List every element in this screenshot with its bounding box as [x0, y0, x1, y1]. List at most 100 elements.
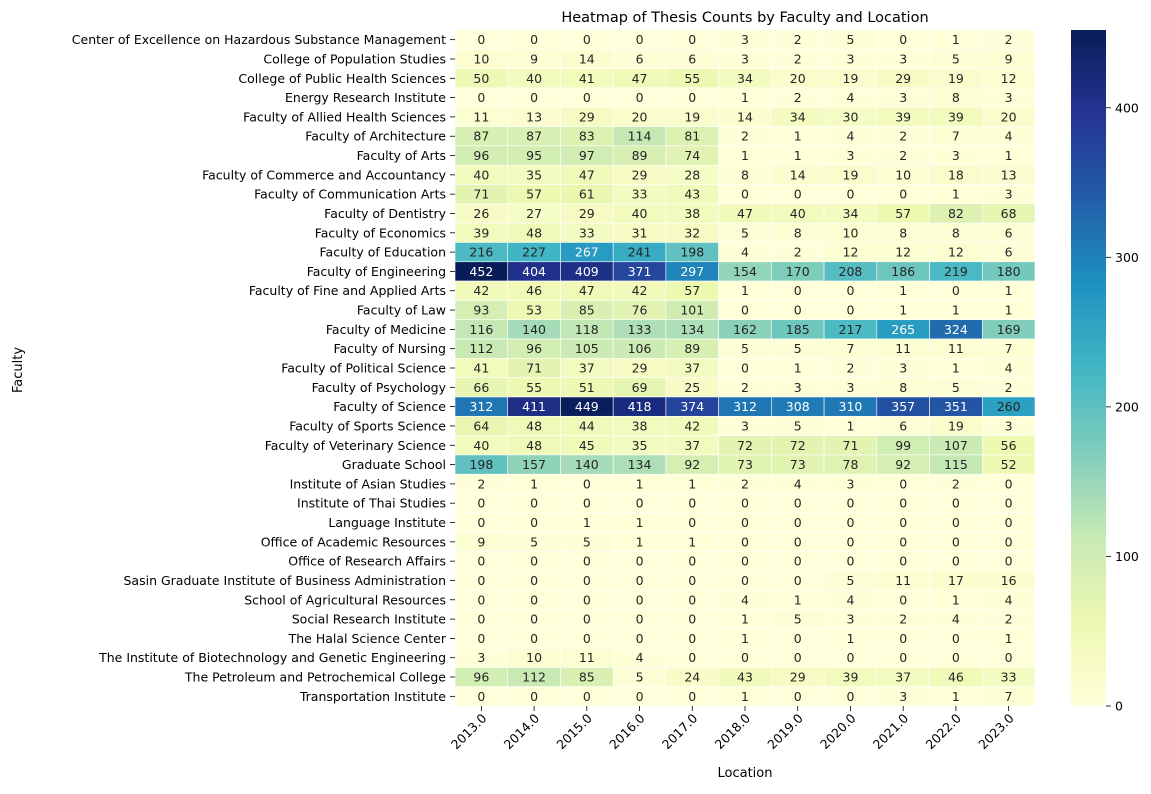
cell-value-label: 0	[477, 573, 485, 588]
cell-value-label: 0	[636, 90, 644, 105]
cell-value-label: 40	[473, 438, 489, 453]
cell-value-label: 134	[680, 322, 704, 337]
cell-value-label: 34	[843, 206, 859, 221]
cell-value-label: 0	[477, 90, 485, 105]
cell-value-label: 1	[952, 187, 960, 202]
x-tick-label: 2017.0	[659, 710, 701, 752]
cell-value-label: 9	[477, 534, 485, 549]
colorbar-tick-label: 300	[1115, 250, 1139, 265]
cell-value-label: 47	[579, 283, 595, 298]
cell-value-label: 43	[684, 187, 700, 202]
cell-value-label: 14	[579, 51, 595, 66]
cell-value-label: 40	[632, 206, 648, 221]
cell-value-label: 0	[794, 515, 802, 530]
cell-value-label: 16	[1001, 573, 1017, 588]
cell-value-label: 2	[741, 129, 749, 144]
cell-value-label: 0	[952, 650, 960, 665]
cell-value-label: 47	[737, 206, 753, 221]
y-axis-label: Faculty	[11, 347, 26, 393]
cell-value-label: 39	[895, 109, 911, 124]
y-tick-label: College of Population Studies	[263, 51, 446, 66]
cell-value-label: 6	[899, 418, 907, 433]
cell-value-label: 1	[636, 534, 644, 549]
cell-value-label: 73	[737, 457, 753, 472]
cell-value-label: 2	[1005, 612, 1013, 627]
cell-value-label: 12	[1001, 71, 1017, 86]
cell-value-label: 5	[846, 32, 854, 47]
y-tick-label: Faculty of Engineering	[307, 264, 446, 279]
cell-value-label: 0	[794, 631, 802, 646]
cell-value-label: 0	[846, 496, 854, 511]
cell-value-label: 34	[737, 71, 753, 86]
cell-value-label: 357	[891, 399, 915, 414]
cell-value-label: 8	[899, 225, 907, 240]
cell-value-label: 0	[794, 573, 802, 588]
cell-value-label: 3	[846, 380, 854, 395]
cell-value-label: 404	[522, 264, 546, 279]
y-tick-label: The Halal Science Center	[288, 631, 447, 646]
cell-value-label: 20	[632, 109, 648, 124]
cell-value-label: 19	[948, 418, 964, 433]
cell-value-label: 83	[579, 129, 595, 144]
cell-value-label: 4	[794, 476, 802, 491]
x-tick-label: 2019.0	[764, 710, 806, 752]
cell-value-label: 198	[680, 245, 704, 260]
cell-value-label: 43	[737, 670, 753, 685]
cell-value-label: 81	[684, 129, 700, 144]
cell-value-label: 1	[952, 303, 960, 318]
cell-value-label: 4	[952, 612, 960, 627]
y-tick-label: Faculty of Political Science	[281, 361, 446, 376]
cell-value-label: 118	[575, 322, 599, 337]
cell-value-label: 180	[997, 264, 1021, 279]
cell-value-label: 1	[794, 361, 802, 376]
cell-value-label: 1	[636, 476, 644, 491]
cell-value-label: 0	[1005, 534, 1013, 549]
cell-value-label: 0	[636, 496, 644, 511]
colorbar: 0 100 200 300 400	[1071, 30, 1139, 714]
x-tick-label: 2015.0	[553, 710, 595, 752]
cell-value-label: 4	[1005, 592, 1013, 607]
cell-value-label: 33	[1001, 670, 1017, 685]
cell-value-label: 6	[1005, 225, 1013, 240]
cell-value-label: 50	[473, 71, 489, 86]
cell-value-label: 11	[579, 650, 595, 665]
cell-value-label: 0	[688, 573, 696, 588]
cell-value-label: 29	[579, 206, 595, 221]
cell-value-label: 0	[794, 283, 802, 298]
cell-value-label: 101	[680, 303, 704, 318]
cell-value-label: 39	[948, 109, 964, 124]
cell-value-label: 33	[579, 225, 595, 240]
cell-value-label: 8	[794, 225, 802, 240]
cell-value-label: 57	[895, 206, 911, 221]
cell-value-label: 89	[684, 341, 700, 356]
cell-value-label: 2	[794, 51, 802, 66]
y-tick-label: Institute of Thai Studies	[297, 496, 446, 511]
cell-value-label: 0	[583, 554, 591, 569]
cell-value-label: 2	[952, 476, 960, 491]
cell-value-label: 4	[1005, 361, 1013, 376]
cell-value-label: 0	[530, 631, 538, 646]
cell-value-label: 0	[846, 283, 854, 298]
cell-value-label: 61	[579, 187, 595, 202]
cell-value-label: 0	[741, 303, 749, 318]
cell-value-label: 0	[741, 554, 749, 569]
cell-value-label: 19	[948, 71, 964, 86]
cell-value-label: 7	[1005, 341, 1013, 356]
cell-value-label: 0	[899, 187, 907, 202]
y-tick-label: Graduate School	[342, 457, 446, 472]
cell-value-label: 0	[530, 573, 538, 588]
cell-value-label: 0	[530, 689, 538, 704]
cell-value-label: 5	[636, 670, 644, 685]
cell-value-label: 162	[733, 322, 757, 337]
cell-value-label: 0	[583, 32, 591, 47]
cell-value-label: 0	[899, 496, 907, 511]
cell-value-label: 78	[843, 457, 859, 472]
cell-value-label: 0	[688, 32, 696, 47]
cell-value-label: 140	[575, 457, 599, 472]
cell-value-label: 0	[583, 689, 591, 704]
x-tick-label: 2018.0	[712, 710, 754, 752]
cell-value-label: 0	[952, 496, 960, 511]
cell-value-label: 0	[1005, 476, 1013, 491]
cell-value-label: 53	[526, 303, 542, 318]
cell-value-label: 3	[899, 689, 907, 704]
